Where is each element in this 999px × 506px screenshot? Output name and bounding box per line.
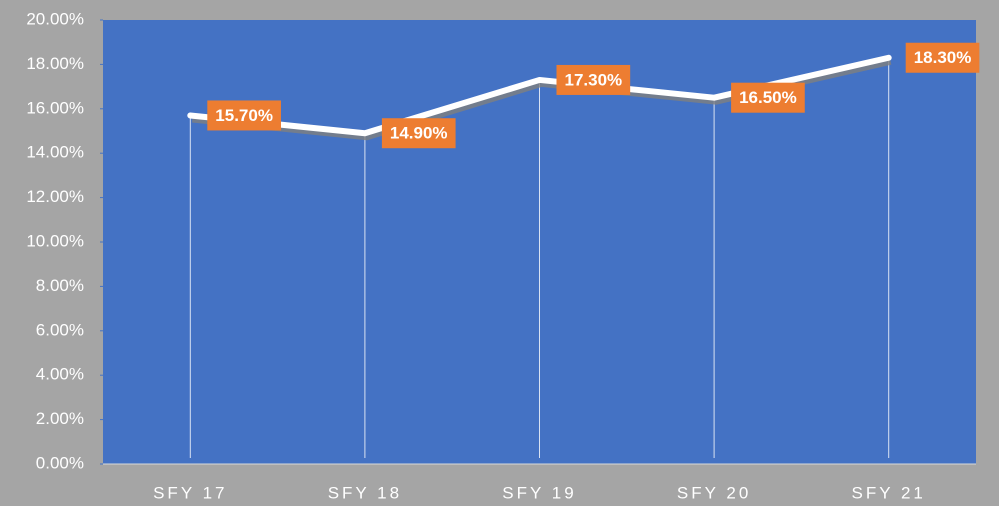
data-label: 14.90% [381,118,456,149]
data-label-box [381,118,456,149]
x-tick-label: SFY 17 [153,483,227,502]
data-label-text: 17.30% [565,70,623,89]
y-tick-label: 4.00% [36,365,84,384]
data-label-box [207,100,281,131]
data-label: 16.50% [731,82,805,113]
y-tick-label: 0.00% [36,453,84,472]
data-label: 15.70% [207,100,281,131]
y-tick-label: 16.00% [26,98,84,117]
data-label-box [556,64,631,95]
data-label: 17.30% [556,64,631,95]
y-tick-label: 20.00% [26,9,84,28]
y-tick-label: 14.00% [26,143,84,162]
y-tick-label: 10.00% [26,231,84,250]
y-tick-label: 8.00% [36,276,84,295]
data-label-text: 16.50% [739,88,797,107]
y-tick-label: 6.00% [36,320,84,339]
y-tick-label: 2.00% [36,409,84,428]
data-label: 18.30% [905,42,980,73]
y-tick-label: 12.00% [26,187,84,206]
x-tick-label: SFY 21 [852,483,926,502]
x-tick-label: SFY 19 [502,483,576,502]
data-label-text: 14.90% [390,124,448,143]
data-label-box [905,42,980,73]
data-label-box [731,82,805,113]
data-label-text: 15.70% [215,106,273,125]
x-tick-label: SFY 20 [677,483,751,502]
x-tick-label: SFY 18 [328,483,402,502]
data-label-text: 18.30% [914,48,972,67]
y-tick-label: 18.00% [26,54,84,73]
